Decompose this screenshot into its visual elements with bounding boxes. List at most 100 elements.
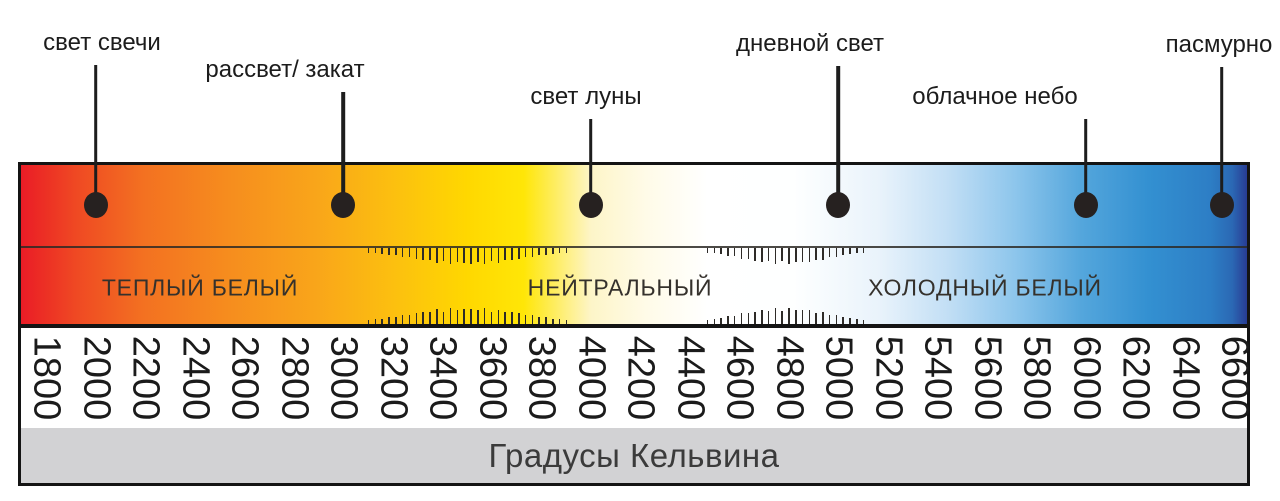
- transition-tick: [477, 248, 479, 262]
- transition-tick: [381, 318, 383, 324]
- marker-label: облачное небо: [912, 83, 1078, 110]
- transition-tick: [801, 248, 804, 263]
- transition-tick: [388, 316, 390, 324]
- marker-dot: [826, 192, 850, 218]
- transition-tick: [538, 248, 540, 255]
- transition-tick: [720, 318, 722, 324]
- transition-tick: [497, 309, 499, 324]
- transition-tick: [774, 307, 777, 324]
- transition-tick: [463, 248, 465, 264]
- kelvin-scale-axis: 1800 2000 2200 2400 2600 2800 3000 3200 3400 3600…: [21, 328, 1256, 428]
- transition-tick: [828, 248, 831, 257]
- transition-tick: [436, 309, 438, 324]
- transition-tick: [565, 248, 568, 253]
- transition-tick: [808, 248, 810, 262]
- transition-tick: [456, 310, 458, 324]
- transition-tick: [761, 310, 763, 324]
- transition-tick: [552, 248, 554, 254]
- transition-tick: [849, 317, 851, 324]
- transition-tick: [862, 248, 865, 253]
- transition-tick: [497, 248, 499, 263]
- transition-tick: [835, 314, 838, 324]
- transition-tick: [524, 248, 527, 258]
- transition-tick: [456, 248, 458, 262]
- transition-tick: [477, 310, 479, 324]
- marker-dot: [578, 192, 603, 218]
- transition-tick: [801, 309, 804, 324]
- transition-tick: [504, 312, 506, 324]
- transition-tick: [531, 248, 534, 258]
- transition-tick: [408, 248, 411, 258]
- transition-tick: [422, 311, 424, 324]
- marker-dot: [83, 192, 108, 218]
- transition-tick: [545, 248, 547, 256]
- chart-frame: ТЕПЛЫЙ БЕЛЫЙ НЕЙТРАЛЬНЫЙ ХОЛОДНЫЙ БЕЛЫЙ …: [18, 162, 1256, 486]
- transition-tick: [815, 248, 817, 260]
- transition-tick: [367, 248, 370, 253]
- transition-tick: [713, 248, 716, 254]
- marker-dot: [1073, 192, 1098, 218]
- transition-tick: [856, 318, 858, 324]
- transition-tick: [442, 311, 445, 324]
- transition-tick: [511, 312, 513, 324]
- zone-label-neutral: НЕЙТРАЛЬНЫЙ: [527, 274, 713, 301]
- transition-tick: [727, 248, 729, 256]
- transition-tick: [733, 316, 736, 324]
- transition-tick: [504, 248, 506, 260]
- transition-tick: [518, 248, 520, 259]
- marker-dot: [331, 192, 355, 218]
- transition-tick: [483, 248, 486, 264]
- marker-label: свет свечи: [43, 29, 161, 56]
- transition-tick: [401, 248, 404, 258]
- transition-tick: [518, 313, 520, 324]
- transition-tick: [429, 312, 431, 324]
- transition-tick: [374, 319, 377, 324]
- transition-tick: [747, 313, 749, 324]
- transition-tick: [822, 311, 824, 324]
- transition-tick: [408, 314, 411, 324]
- transition-tick: [483, 308, 486, 324]
- transition-tick: [781, 310, 783, 324]
- transition-tick: [429, 248, 431, 260]
- transition-tick: [706, 319, 709, 324]
- transition-tick: [754, 311, 756, 324]
- transition-tick: [795, 310, 797, 324]
- transition-tick: [727, 316, 729, 324]
- transition-tick: [381, 248, 383, 254]
- transition-tick: [767, 248, 770, 261]
- transition-tick: [395, 248, 397, 255]
- transition-tick: [552, 318, 554, 324]
- transition-tick: [808, 310, 810, 324]
- transition-tick: [815, 312, 817, 324]
- transition-tick: [538, 317, 540, 324]
- transition-tick: [862, 319, 865, 324]
- transition-tick: [558, 248, 561, 253]
- transition-tick: [490, 311, 493, 324]
- marker-line: [1083, 119, 1088, 205]
- transition-tick: [449, 248, 452, 264]
- transition-tick: [761, 248, 763, 262]
- axis-title: Градусы Кельвина: [488, 436, 780, 474]
- transition-tick: [395, 317, 397, 324]
- transition-tick: [436, 248, 438, 263]
- transition-tick: [374, 248, 377, 253]
- transition-tick: [740, 248, 743, 259]
- kelvin-footer-bar: Градусы Кельвина: [21, 428, 1247, 483]
- marker-line: [836, 66, 840, 205]
- transition-tick: [565, 319, 568, 324]
- marker-label: пасмурно: [1165, 31, 1273, 58]
- transition-tick: [531, 314, 534, 324]
- transition-tick: [795, 248, 797, 262]
- transition-tick: [720, 248, 722, 254]
- zone-label-cold-white: ХОЛОДНЫЙ БЕЛЫЙ: [868, 274, 1102, 301]
- transition-tick: [754, 248, 756, 261]
- transition-tick: [713, 318, 716, 324]
- marker-label: рассвет/ закат: [205, 56, 365, 83]
- marker-line: [588, 119, 593, 205]
- gradient-divider-line: [21, 246, 1247, 248]
- transition-tick: [470, 308, 472, 324]
- transition-tick: [415, 313, 417, 324]
- transition-tick: [470, 248, 472, 264]
